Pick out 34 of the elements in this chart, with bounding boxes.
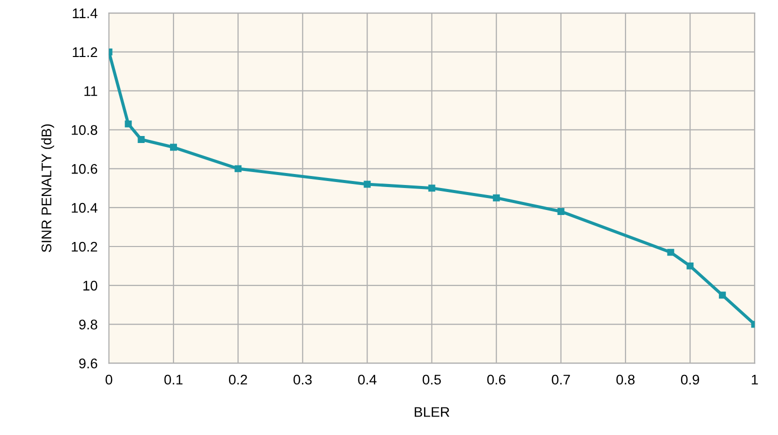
point — [492, 194, 500, 202]
x-tick-label: 0.3 — [294, 374, 312, 385]
point — [138, 136, 145, 143]
point — [686, 262, 694, 270]
point — [170, 144, 177, 151]
y-axis-title: SINR PENALTY (dB) — [41, 124, 54, 252]
point — [718, 292, 726, 299]
x-tick-label: 0.2 — [228, 374, 248, 385]
y-tick-label: 10.8 — [72, 125, 98, 135]
x-tick-label: 0.5 — [422, 374, 441, 385]
x-tick-label: 0.7 — [552, 374, 570, 385]
point — [234, 165, 242, 172]
point — [124, 120, 132, 128]
x-tick-label: 0.1 — [164, 374, 182, 385]
y-tick-label: 9.8 — [79, 320, 98, 330]
x-tick-label: 0.6 — [487, 374, 506, 385]
point — [364, 180, 371, 188]
x-axis-title: BLER — [414, 407, 450, 417]
y-tick-label: 10.2 — [72, 242, 98, 252]
y-tick-label: 10 — [83, 280, 98, 291]
x-tick-label: 0.4 — [358, 374, 376, 385]
point — [428, 184, 436, 192]
y-tick-label: 11 — [84, 86, 98, 96]
point — [557, 208, 564, 215]
x-tick-label: 0 — [106, 374, 112, 385]
y-tick-label: 11.4 — [72, 8, 98, 18]
x-tick-label: 1 — [752, 374, 758, 384]
y-tick-label: 10.6 — [72, 164, 98, 174]
x-tick-label: 0.8 — [616, 374, 635, 385]
x-tick-label: 0.9 — [680, 374, 700, 385]
point — [667, 248, 674, 256]
y-tick-label: 10.4 — [72, 202, 98, 213]
y-tick-label: 9.6 — [79, 358, 98, 368]
y-tick-label: 11.2 — [72, 47, 98, 57]
